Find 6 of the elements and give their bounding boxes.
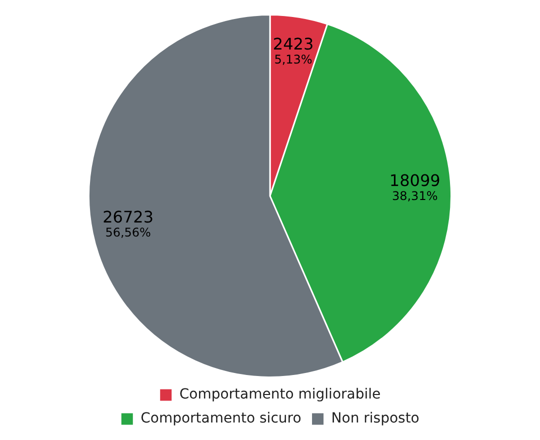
legend-label: Non risposto bbox=[331, 410, 420, 427]
legend-label: Comportamento migliorabile bbox=[179, 386, 381, 403]
data-label: 26723 56,56% bbox=[102, 207, 154, 240]
data-label: 18099 38,31% bbox=[389, 171, 440, 204]
legend-label: Comportamento sicuro bbox=[140, 410, 302, 427]
data-label: 2423 5,13% bbox=[272, 34, 314, 67]
